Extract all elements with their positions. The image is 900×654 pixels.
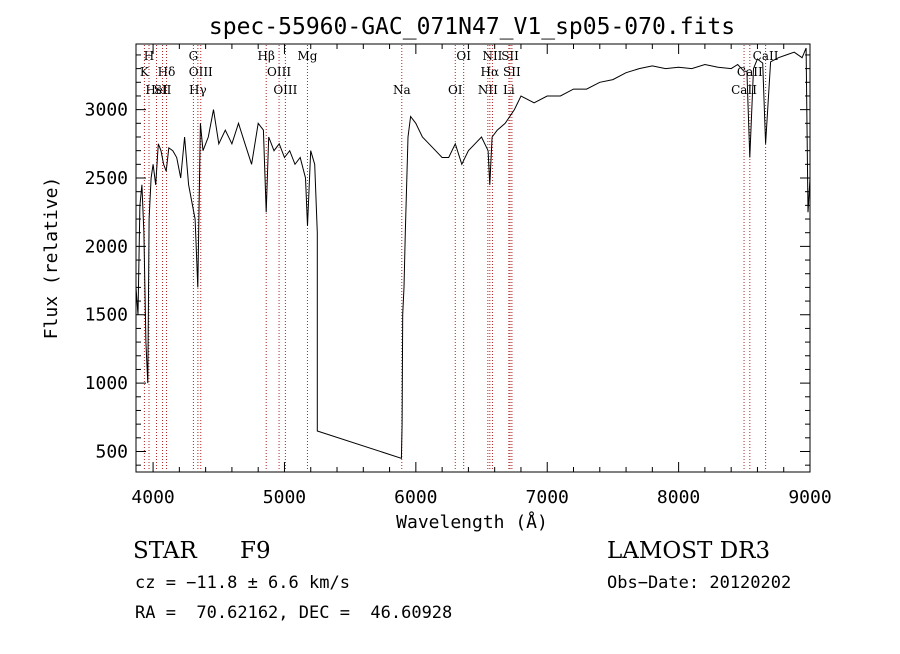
spectrum-series-line [135,47,811,459]
line-label: HeI [145,83,168,97]
y-tick-label: 1000 [85,373,128,394]
y-tick-label: 2500 [85,168,128,189]
survey-name: LAMOST DR3 [607,538,771,564]
y-axis-label: Flux (relative) [41,177,62,340]
line-label-group: KH HeI Hδ SII G Hγ OIII Hβ OIII OIII Mg Na OI OI NII Hα… [140,49,779,97]
line-label: Mg [297,49,317,63]
y-tick-label: 500 [95,441,128,462]
line-label: CaII [737,65,763,79]
object-class: STAR [133,538,197,564]
line-label: OIII [189,65,213,79]
x-tick-label: 8000 [657,487,700,508]
x-axis: 4000 5000 6000 7000 8000 9000 [131,44,832,508]
sky-coordinates: RA = 70.62162, DEC = 46.60928 [135,603,453,623]
line-label: OIII [267,65,291,79]
x-tick-label: 4000 [131,487,174,508]
y-tick-label: 1500 [85,305,128,326]
line-label: Na [393,83,411,97]
line-label: OIII [273,83,297,97]
line-label: Hδ [158,65,176,79]
x-tick-label: 9000 [788,487,831,508]
object-subclass: F9 [240,538,271,564]
plot-frame [135,43,811,473]
line-label: G [189,49,199,63]
chart-title: spec-55960-GAC_071N47_V1_sp05-070.fits [209,14,735,40]
line-label: Li [503,83,515,97]
line-label: Hβ [257,49,274,63]
y-axis: 500 1000 1500 2000 2500 3000 [85,54,810,466]
y-tick-label: 2000 [85,236,128,257]
line-label: NII [482,49,502,63]
line-label: CaII [753,49,779,63]
line-label: NII [478,83,498,97]
line-label: K [140,65,150,79]
x-tick-label: 7000 [526,487,569,508]
observation-date: Obs−Date: 20120202 [607,573,792,593]
line-label: SII [501,49,519,63]
redshift-velocity: cz = −11.8 ± 6.6 km/s [135,573,350,593]
line-label: Hγ [189,83,207,97]
line-label: SII [154,83,172,97]
x-tick-label: 6000 [394,487,437,508]
y-tick-label: 3000 [85,100,128,121]
x-axis-label: Wavelength (Å) [396,511,548,533]
x-tick-label: 5000 [263,487,306,508]
line-label: SII [503,65,521,79]
line-label: Hα [481,65,500,79]
line-label: OI [448,83,463,97]
line-label: H [144,49,154,63]
line-marker-group [143,45,767,471]
line-label: OI [456,49,471,63]
line-label: CaII [731,83,757,97]
